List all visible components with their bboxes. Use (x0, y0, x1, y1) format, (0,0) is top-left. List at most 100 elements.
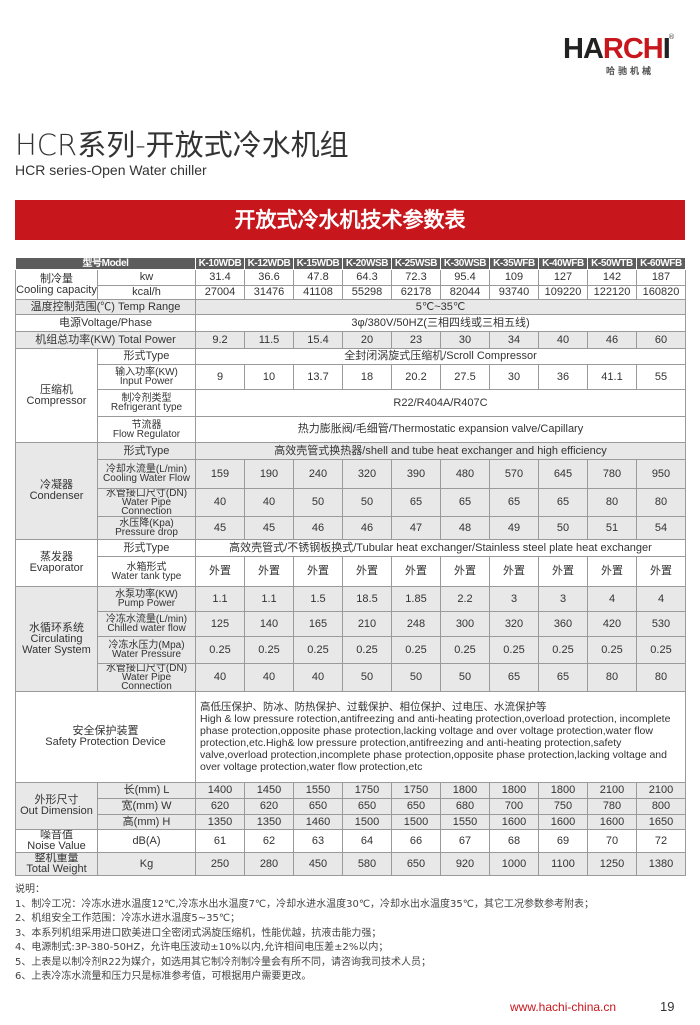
table-row: 蒸发器 Evaporator 形式Type 高效壳管式/不锈钢板换式/Tubular … (15, 539, 686, 587)
value-cell: 1800 (538, 782, 588, 799)
group-label: 整机重量 Total Weight (15, 852, 98, 876)
note-item: 4、电源制式:3P-380-50HZ，允许电压波动±10%以内,允许相间电压差±… (15, 942, 389, 953)
value-cell: 55298 (342, 285, 392, 300)
value-cell: 450 (293, 852, 343, 876)
table-row: 水管接口尺寸(DN) Water Pipe Connection 40 40 50 50 6… (16, 488, 686, 517)
value-cell: 142 (587, 269, 637, 286)
value-cell: 50 (391, 663, 441, 692)
value-cell: 72.3 (391, 269, 441, 286)
value-cell: 36 (538, 364, 588, 390)
value-cell: 620 (195, 798, 245, 815)
value-cell: 65 (538, 663, 588, 692)
value-cell: 40 (195, 663, 245, 692)
header-model-label: 型号Model (15, 257, 196, 270)
value-cell: 0.25 (538, 636, 588, 664)
value-cell: 159 (195, 459, 245, 489)
value-cell: 40 (538, 331, 588, 349)
logo-subtext: 哈驰机械 (606, 67, 655, 77)
value-cell: 1650 (636, 814, 686, 830)
span-value: 热力膨胀阀/毛细管/Thermostatic expansion valve/C… (195, 416, 686, 443)
value-cell: 50 (293, 488, 343, 517)
value-cell: 55 (636, 364, 686, 390)
value-cell: 0.25 (489, 636, 539, 664)
row-sub-label: 水管接口尺寸(DN) Water Pipe Connection (97, 663, 196, 692)
value-cell: 外置 (244, 556, 294, 587)
value-cell: 65 (440, 488, 490, 517)
group-label: 安全保护装置 Safety Protection Device (15, 691, 196, 783)
group-label: 压缩机 Compressor (15, 348, 98, 443)
group-label: 外形尺寸 Out Dimension (15, 782, 98, 830)
value-cell: 210 (342, 611, 392, 637)
value-cell: 47.8 (293, 269, 343, 286)
value-cell: 250 (195, 852, 245, 876)
value-cell: 320 (489, 611, 539, 637)
value-cell: 1600 (587, 814, 637, 830)
group-label: 水循环系统 Circulating Water System (15, 586, 98, 692)
value-cell: 1600 (538, 814, 588, 830)
value-cell: 2.2 (440, 586, 490, 612)
table-row: 输入功率(KW) Input Power 9 10 13.7 18 20.2 27.5 30 36… (16, 364, 686, 390)
header-model: K-25WSB (391, 257, 441, 270)
value-cell: 165 (293, 611, 343, 637)
value-cell: 65 (391, 488, 441, 517)
value-cell: 50 (342, 488, 392, 517)
value-cell: 48 (440, 516, 490, 540)
span-value: 高效壳管式/不锈钢板换式/Tubular heat exchanger/Stai… (195, 539, 686, 557)
value-cell: 68 (489, 829, 539, 853)
value-cell: 0.25 (293, 636, 343, 664)
value-cell: 82044 (440, 285, 490, 300)
value-cell: 40 (244, 488, 294, 517)
value-cell: 140 (244, 611, 294, 637)
note-item: 3、本系列机组采用进口欧美进口全密闭式涡旋压缩机，性能优越，抗液击能力强； (15, 927, 382, 939)
group-label: 噪音值 Noise Value (15, 829, 98, 853)
section-banner: 开放式冷水机技术参数表 (15, 200, 685, 240)
value-cell: 20.2 (391, 364, 441, 390)
table-row: 水管接口尺寸(DN) Water Pipe Connection 40 40 40 50 5… (16, 663, 686, 692)
value-cell: 530 (636, 611, 686, 637)
value-cell: 65 (538, 488, 588, 517)
value-cell: 47 (391, 516, 441, 540)
header-model: K-40WFB (538, 257, 588, 270)
value-cell: 45 (244, 516, 294, 540)
value-cell: 65 (489, 663, 539, 692)
table-row: 压缩机 Compressor 形式Type 全封闭涡旋式压缩机/Scroll Comp… (15, 348, 686, 443)
value-cell: 320 (342, 459, 392, 489)
value-cell: 1.85 (391, 586, 441, 612)
value-cell: 36.6 (244, 269, 294, 286)
row-sub-label: dB(A) (97, 829, 196, 853)
value-cell: 18.5 (342, 586, 392, 612)
header-model: K-30WSB (440, 257, 490, 270)
value-cell: 390 (391, 459, 441, 489)
value-cell: 750 (538, 798, 588, 815)
value-cell: 31476 (244, 285, 294, 300)
row-sub-label: 冷却水流量(L/min) Cooling Water Flow (97, 459, 196, 489)
row-sub-label: kw (97, 269, 196, 286)
website-link[interactable]: www.hachi-china.cn (510, 1000, 617, 1014)
value-cell: 780 (587, 798, 637, 815)
row-sub-label: 冷冻水流量(L/min) Chilled water flow (97, 611, 196, 637)
value-cell: 62178 (391, 285, 441, 300)
table-row: 水循环系统 Circulating Water System 水泵功率(KW) Pump… (15, 586, 686, 692)
table-row: 水箱形式 Water tank type 外置 外置 外置 外置 外置 外置 外置 外置 外置 外置 (16, 556, 686, 587)
value-cell: 3 (538, 586, 588, 612)
row-sub-label: 水压降(Kpa) Pressure drop (97, 516, 196, 540)
row-sub-label: 水泵功率(KW) Pump Power (97, 586, 196, 612)
value-cell: 570 (489, 459, 539, 489)
table-row: 整机重量 Total Weight Kg 250 280 450 580 650 920 1000… (15, 852, 686, 876)
value-cell: 9 (195, 364, 245, 390)
value-cell: 1600 (489, 814, 539, 830)
value-cell: 1500 (391, 814, 441, 830)
value-cell: 1400 (195, 782, 245, 799)
value-cell: 46 (342, 516, 392, 540)
value-cell: 外置 (342, 556, 392, 587)
value-cell: 1750 (391, 782, 441, 799)
value-cell: 620 (244, 798, 294, 815)
value-cell: 64 (342, 829, 392, 853)
value-cell: 61 (195, 829, 245, 853)
table-row: 温度控制范围(℃) Temp Range 5℃~35℃ (15, 299, 686, 315)
value-cell: 680 (440, 798, 490, 815)
spec-table: 型号Model K-10WDB K-12WDB K-15WDB K-20WSB K-25W… (15, 257, 686, 876)
value-cell: 23 (391, 331, 441, 349)
value-cell: 650 (391, 852, 441, 876)
